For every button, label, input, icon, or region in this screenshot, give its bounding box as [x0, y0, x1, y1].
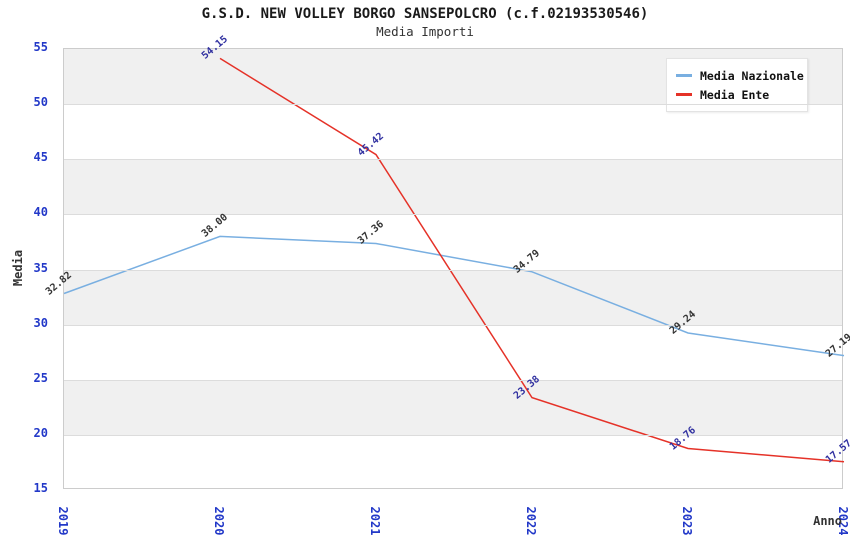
y-tick-label: 20	[33, 425, 48, 440]
plot-area: Media Nazionale Media Ente 32.82 38.00 37.…	[44, 34, 850, 489]
legend-label-nazionale: Media Nazionale	[700, 68, 804, 83]
y-axis-label: Media	[11, 249, 25, 287]
series-lines	[63, 57, 845, 463]
plot-band	[64, 269, 842, 325]
legend: Media Nazionale Media Ente	[666, 58, 808, 112]
x-tick-label: 2020	[212, 506, 226, 536]
y-tick-label: 30	[33, 315, 48, 330]
y-tick-label: 15	[33, 481, 48, 495]
x-tick-label: 2023	[680, 506, 694, 536]
series-line-1	[219, 57, 845, 463]
gridline	[64, 269, 842, 271]
y-tick-label: 40	[33, 205, 48, 220]
nazionale-line-swatch	[676, 74, 692, 77]
legend-item-ente: Media Ente	[676, 85, 798, 104]
plot-band	[64, 379, 842, 435]
gridline	[64, 379, 842, 381]
y-tick-label: 35	[33, 260, 48, 275]
chart-title: G.S.D. NEW VOLLEY BORGO SANSEPOLCRO (c.f…	[201, 6, 649, 22]
ente-line-swatch	[676, 93, 692, 96]
gridline	[64, 434, 842, 436]
x-tick-label: 2021	[368, 506, 382, 536]
series-line-0	[63, 235, 845, 357]
gridline	[64, 159, 842, 161]
y-tick-label: 45	[33, 150, 48, 165]
gridline	[64, 214, 842, 216]
chart-subtitle: Media Importi	[376, 24, 474, 39]
x-tick-label: 2019	[56, 506, 70, 536]
y-tick-label: 50	[33, 95, 48, 110]
gridline	[64, 104, 842, 106]
x-tick-label: 2022	[524, 506, 538, 536]
y-tick-label: 25	[33, 370, 48, 385]
y-tick-label: 55	[33, 40, 48, 54]
gridline	[64, 324, 842, 326]
legend-item-nazionale: Media Nazionale	[676, 66, 804, 85]
plot-band	[64, 159, 842, 215]
x-axis-label: Anno	[813, 514, 842, 528]
legend-label-ente: Media Ente	[700, 87, 770, 102]
